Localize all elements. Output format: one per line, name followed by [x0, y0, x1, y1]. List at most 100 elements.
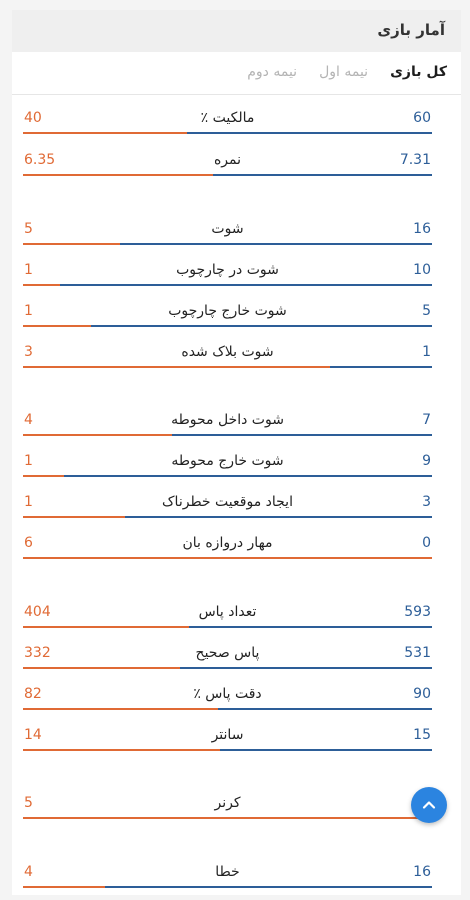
stat-label: شوت در چارچوب — [176, 262, 279, 278]
stat-label: شوت — [211, 221, 244, 237]
comparison-bar — [23, 749, 432, 751]
comparison-bar — [23, 475, 432, 477]
stat-row: 6 مهار دروازه بان 0 — [23, 534, 432, 560]
home-value: 1 — [422, 344, 431, 360]
stat-row: 1 ایجاد موقعیت خطرناک 3 — [23, 493, 432, 519]
stat-row: 5 شوت 16 — [23, 220, 432, 246]
stat-label: مالکیت ٪ — [200, 110, 255, 126]
stat-row: 5 کرنر — [23, 794, 432, 820]
home-value: 10 — [413, 262, 431, 278]
comparison-bar — [23, 626, 432, 628]
tabs-divider — [12, 94, 461, 95]
away-value: 5 — [24, 221, 33, 237]
away-value: 1 — [24, 303, 33, 319]
away-value: 5 — [24, 795, 33, 811]
home-value: 15 — [413, 727, 431, 743]
tab-full-match[interactable]: کل بازی — [390, 64, 447, 80]
comparison-bar — [23, 284, 432, 286]
comparison-bar — [23, 243, 432, 245]
home-value: 90 — [413, 686, 431, 702]
home-value: 531 — [404, 645, 431, 661]
comparison-bar — [23, 667, 432, 669]
stat-label: شوت خارج چارچوب — [168, 303, 287, 319]
stat-row: 1 شوت خارج چارچوب 5 — [23, 302, 432, 328]
away-bar-fill — [23, 475, 64, 477]
comparison-bar — [23, 886, 432, 888]
home-value: 16 — [413, 864, 431, 880]
comparison-bar — [23, 557, 432, 559]
home-value: 7 — [422, 412, 431, 428]
away-bar-fill — [23, 817, 432, 819]
home-value: 60 — [413, 110, 431, 126]
scroll-to-top-button[interactable] — [411, 787, 447, 823]
comparison-bar — [23, 434, 432, 436]
away-bar-fill — [23, 667, 181, 669]
tab-first-half[interactable]: نیمه اول — [319, 64, 369, 80]
comparison-bar — [23, 174, 432, 176]
match-stats-card: آمار بازی کل بازی نیمه اول نیمه دوم 40 ما… — [12, 10, 461, 895]
away-bar-fill — [23, 516, 126, 518]
stat-row: 14 سانتر 15 — [23, 726, 432, 752]
stat-row: 404 تعداد پاس 593 — [23, 603, 432, 629]
stat-label: شوت خارج محوطه — [171, 453, 284, 469]
home-value: 5 — [422, 303, 431, 319]
comparison-bar — [23, 708, 432, 710]
away-value: 3 — [24, 344, 33, 360]
away-bar-fill — [23, 708, 218, 710]
away-value: 4 — [24, 412, 33, 428]
away-value: 14 — [24, 727, 42, 743]
home-value: 16 — [413, 221, 431, 237]
stat-label: دقت پاس ٪ — [193, 686, 262, 702]
stat-label: سانتر — [211, 727, 244, 743]
stats-header: آمار بازی — [12, 10, 461, 52]
away-value: 332 — [24, 645, 51, 661]
stat-label: کرنر — [214, 795, 241, 811]
page-title: آمار بازی — [377, 21, 445, 39]
comparison-bar — [23, 325, 432, 327]
home-value: 0 — [422, 535, 431, 551]
away-value: 1 — [24, 494, 33, 510]
stat-row: 82 دقت پاس ٪ 90 — [23, 685, 432, 711]
home-value: 7.31 — [399, 152, 431, 168]
away-bar-fill — [23, 174, 214, 176]
stat-row: 1 شوت در چارچوب 10 — [23, 261, 432, 287]
away-bar-fill — [23, 626, 189, 628]
stat-label: مهار دروازه بان — [182, 535, 273, 551]
away-bar-fill — [23, 325, 92, 327]
stat-label: پاس صحیح — [195, 645, 260, 661]
stat-label: نمره — [213, 152, 242, 168]
stat-label: شوت داخل محوطه — [171, 412, 284, 428]
comparison-bar — [23, 132, 432, 134]
stat-row: 40 مالکیت ٪ 60 — [23, 109, 432, 135]
period-tabs: کل بازی نیمه اول نیمه دوم — [247, 64, 447, 80]
tab-second-half[interactable]: نیمه دوم — [247, 64, 298, 80]
away-bar-fill — [23, 434, 172, 436]
away-value: 40 — [24, 110, 42, 126]
stat-label: تعداد پاس — [198, 604, 257, 620]
away-value: 6 — [24, 535, 33, 551]
away-bar-fill — [23, 749, 221, 751]
away-bar-fill — [23, 243, 121, 245]
stat-row: 332 پاس صحیح 531 — [23, 644, 432, 670]
away-value: 1 — [24, 262, 33, 278]
away-bar-fill — [23, 132, 187, 134]
away-value: 1 — [24, 453, 33, 469]
stat-row: 1 شوت خارج محوطه 9 — [23, 452, 432, 478]
stat-label: ایجاد موقعیت خطرناک — [162, 494, 293, 510]
away-bar-fill — [23, 886, 105, 888]
comparison-bar — [23, 366, 432, 368]
home-value: 593 — [404, 604, 431, 620]
home-value: 9 — [422, 453, 431, 469]
stat-row: 4 خطا 16 — [23, 863, 432, 889]
away-bar-fill — [23, 557, 432, 559]
away-value: 82 — [24, 686, 42, 702]
stat-label: شوت بلاک شده — [181, 344, 274, 360]
away-bar-fill — [23, 284, 61, 286]
chevron-up-icon — [422, 801, 436, 809]
stat-row: 4 شوت داخل محوطه 7 — [23, 411, 432, 437]
away-bar-fill — [23, 366, 330, 368]
comparison-bar — [23, 516, 432, 518]
away-value: 4 — [24, 864, 33, 880]
stat-row: 3 شوت بلاک شده 1 — [23, 343, 432, 369]
away-value: 404 — [24, 604, 51, 620]
